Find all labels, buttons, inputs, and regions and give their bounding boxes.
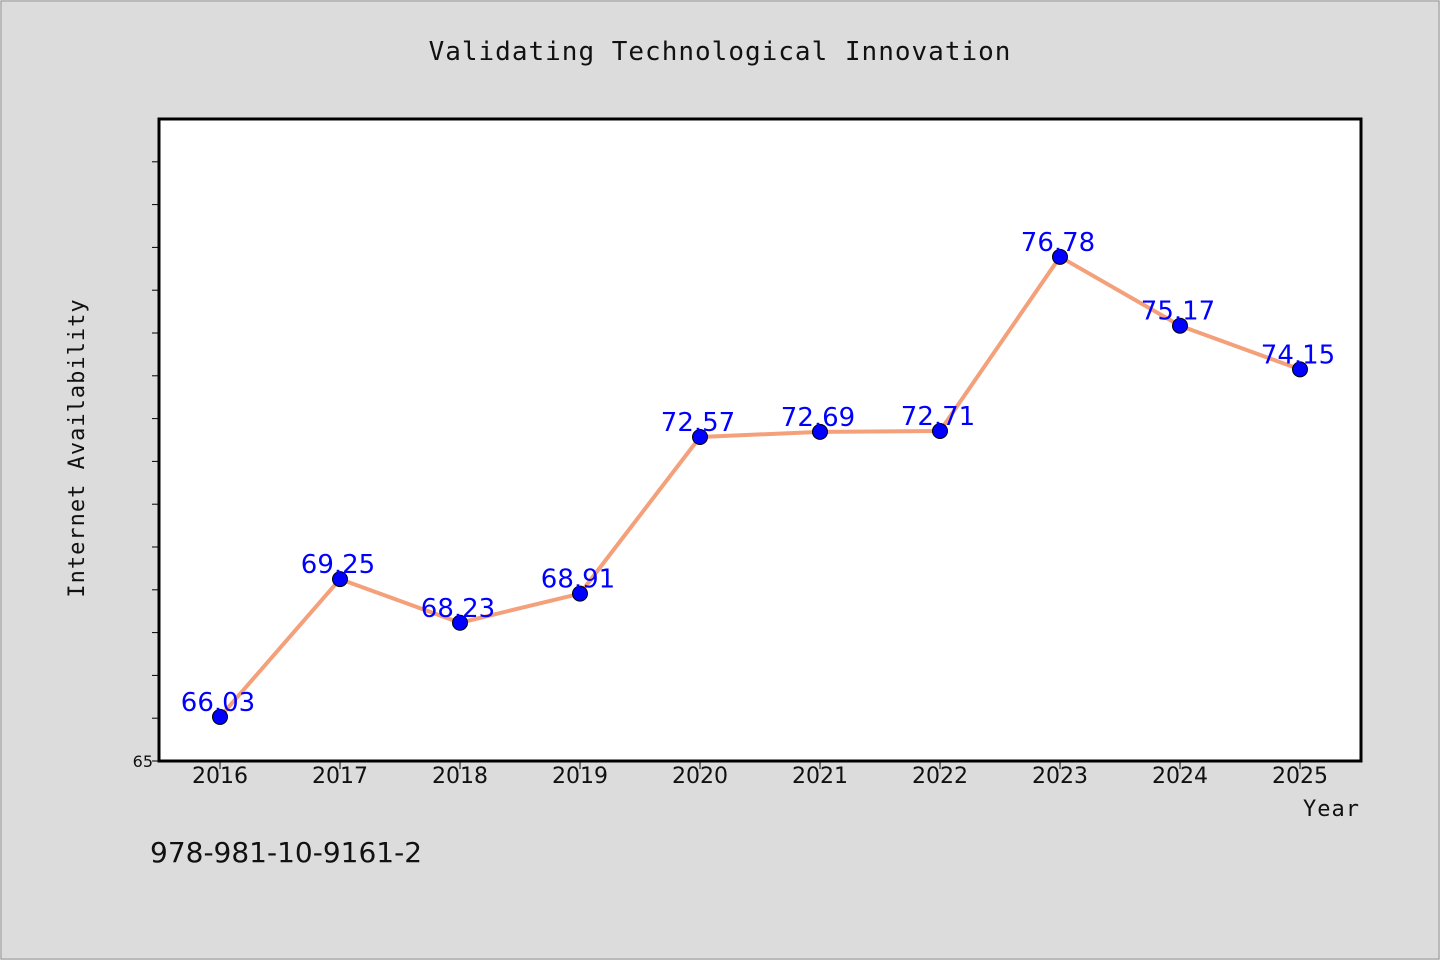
data-label-2017: 69.25 [301,550,375,580]
data-label-2019: 68.91 [541,565,615,595]
data-point-2024 [1172,317,1188,334]
plot-area [157,117,1363,763]
y-tick-label-0: 65 [133,752,153,771]
data-point-2017 [332,571,348,588]
data-point-2019 [572,585,588,602]
y-axis-label: Internet Availability [65,298,90,597]
data-point-2025 [1292,361,1308,378]
x-tick-label-2016: 2016 [192,764,248,789]
x-tick-label-2024: 2024 [1152,764,1208,789]
data-point-2018 [452,614,468,631]
data-point-2021 [812,423,828,440]
data-label-2022: 72.71 [901,402,975,432]
data-point-2023 [1052,248,1068,265]
x-tick-label-2017: 2017 [312,764,368,789]
x-axis-ticks: 2016 2017 2018 2019 2020 2021 2022 2023 2024 2025 [192,761,1328,789]
data-point-2016 [212,708,228,725]
data-label-2018: 68.23 [421,594,495,624]
y-axis-ticks: 65 [133,161,159,771]
x-axis-label: Year [1303,797,1360,822]
data-label-2020: 72.57 [661,408,735,438]
x-tick-label-2022: 2022 [912,764,968,789]
chart-title: Validating Technological Innovation [429,37,1012,67]
x-tick-label-2019: 2019 [552,764,608,789]
x-tick-label-2023: 2023 [1032,764,1088,789]
data-label-2021: 72.69 [781,403,855,433]
footer-isbn: 978-981-10-9161-2 [150,836,422,869]
series-line-0 [218,254,1302,719]
x-tick-label-2020: 2020 [672,764,728,789]
series-group: 66.03 69.25 68.23 68.91 72.57 72.69 72.71 76.78… [181,228,1335,725]
x-tick-label-2025: 2025 [1272,764,1328,789]
data-point-2022 [932,423,948,440]
data-label-2024: 75.17 [1141,297,1215,327]
data-label-2025: 74.15 [1261,340,1335,370]
data-label-2016: 66.03 [181,688,255,718]
data-point-2020 [692,429,708,446]
x-tick-label-2018: 2018 [432,764,488,789]
x-tick-label-2021: 2021 [792,764,848,789]
data-label-2023: 76.78 [1021,228,1095,258]
